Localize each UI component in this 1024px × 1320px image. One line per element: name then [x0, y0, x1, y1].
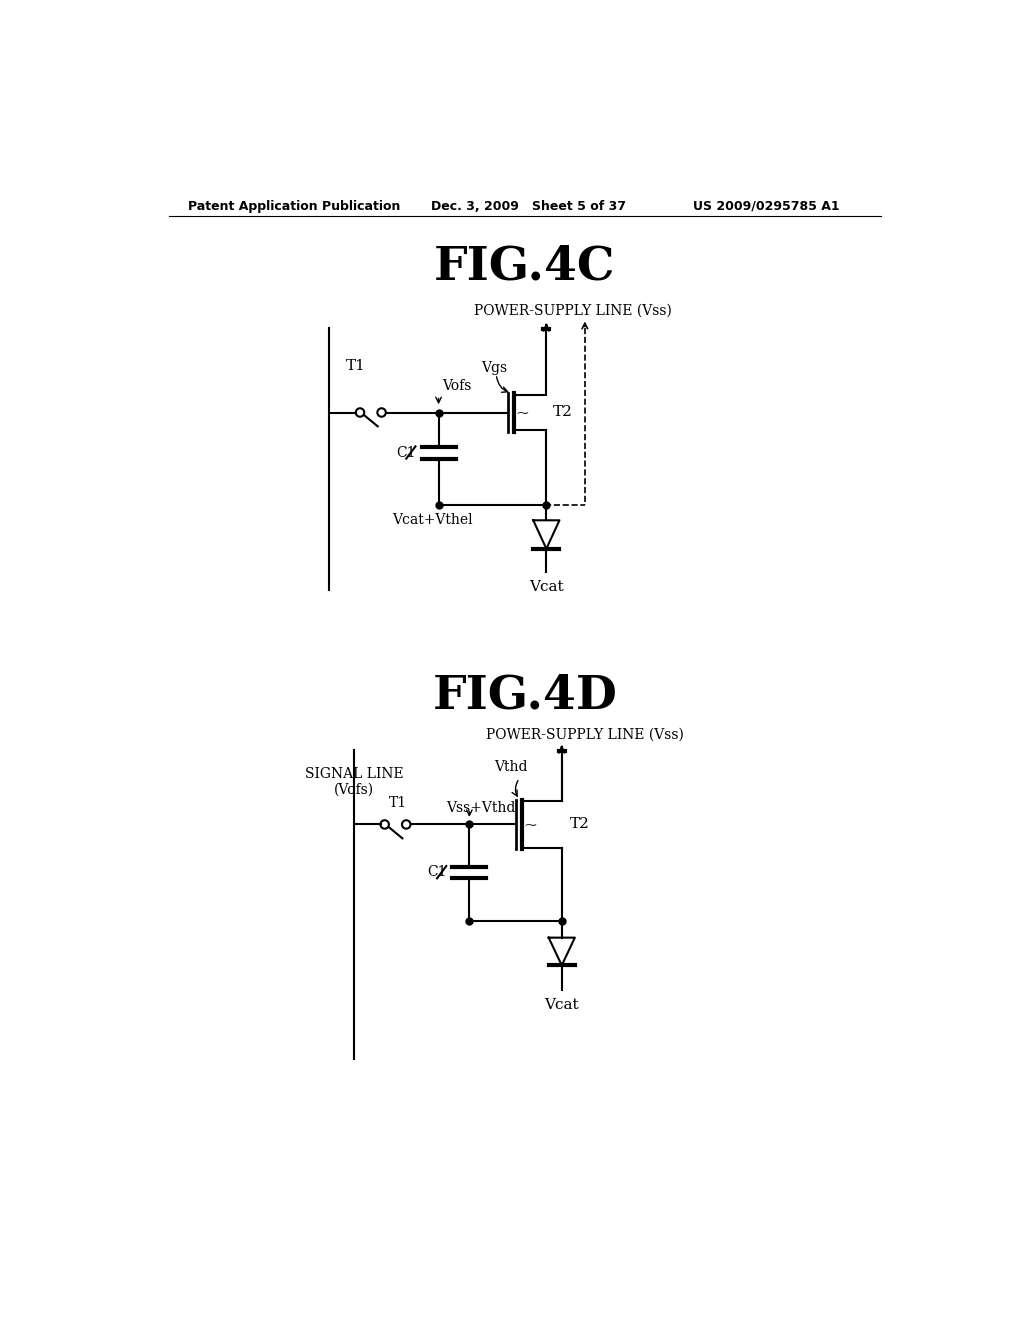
Text: ~: ~ [515, 404, 529, 421]
Text: ~: ~ [523, 816, 538, 833]
Text: T1: T1 [346, 359, 366, 374]
Text: Vofs: Vofs [442, 379, 472, 393]
Text: US 2009/0295785 A1: US 2009/0295785 A1 [692, 199, 840, 213]
Text: (Vofs): (Vofs) [334, 783, 374, 797]
Text: POWER-SUPPLY LINE (Vss): POWER-SUPPLY LINE (Vss) [474, 304, 672, 318]
Text: Vcat: Vcat [545, 998, 580, 1012]
Text: Vgs: Vgs [481, 360, 507, 375]
Text: Patent Application Publication: Patent Application Publication [188, 199, 400, 213]
Text: Vcat: Vcat [529, 581, 563, 594]
Text: T2: T2 [569, 817, 590, 832]
Text: FIG.4C: FIG.4C [434, 243, 615, 289]
Text: C1: C1 [427, 865, 446, 879]
Text: Vss+Vthd: Vss+Vthd [446, 800, 516, 814]
Text: T2: T2 [553, 405, 572, 420]
Text: FIG.4D: FIG.4D [432, 673, 617, 719]
Text: Vthd: Vthd [494, 760, 527, 774]
Text: SIGNAL LINE: SIGNAL LINE [304, 767, 403, 781]
Text: Dec. 3, 2009   Sheet 5 of 37: Dec. 3, 2009 Sheet 5 of 37 [431, 199, 626, 213]
Text: Vcat+Vthel: Vcat+Vthel [392, 513, 473, 527]
Text: POWER-SUPPLY LINE (Vss): POWER-SUPPLY LINE (Vss) [486, 727, 684, 742]
Text: C1: C1 [396, 446, 416, 459]
Text: T1: T1 [388, 796, 407, 810]
